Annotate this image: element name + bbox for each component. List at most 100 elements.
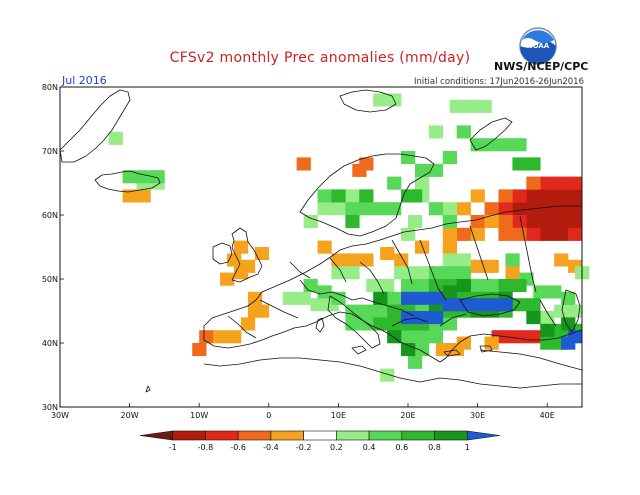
colorbar-label: 1 [465, 443, 470, 452]
anomaly-cell [512, 157, 527, 171]
anomaly-cell [240, 317, 256, 331]
anomaly-cell [512, 202, 527, 216]
anomaly-cell [122, 189, 137, 203]
anomaly-cell [568, 202, 583, 216]
anomaly-cell [526, 157, 541, 171]
anomaly-cell [456, 253, 471, 267]
lat-tick-label: 40N [42, 339, 58, 348]
anomaly-cell [526, 176, 541, 190]
anomaly-cell [498, 298, 513, 312]
anomaly-cell [484, 259, 499, 273]
anomaly-cell [366, 279, 381, 293]
anomaly-cell [554, 227, 569, 241]
anomaly-cell [442, 298, 458, 312]
anomaly-cell [234, 240, 249, 254]
anomaly-cell [414, 279, 430, 293]
anomaly-cell [408, 355, 423, 369]
anomaly-cell [554, 304, 569, 318]
anomaly-cell [540, 311, 555, 325]
lon-tick-label: 10E [331, 411, 346, 420]
anomaly-cell [331, 189, 346, 203]
anomaly-cell [470, 279, 485, 293]
anomaly-cell [380, 247, 395, 261]
anomaly-cell [414, 343, 430, 357]
anomaly-cell [442, 215, 458, 229]
anomaly-cell [317, 202, 332, 216]
lon-tick-label: 30E [470, 411, 485, 420]
anomaly-cell [526, 189, 541, 203]
anomaly-cell [512, 138, 527, 152]
anomaly-cell [373, 202, 388, 216]
anomaly-cell [401, 291, 416, 305]
anomaly-cell [254, 247, 270, 261]
anomaly-cell [401, 330, 416, 344]
agency-label: NWS/NCEP/CPC [494, 60, 589, 73]
colorbar-label: 0.4 [363, 443, 376, 452]
anomaly-cell [526, 311, 541, 325]
anomaly-cell [359, 202, 374, 216]
anomaly-cell [540, 323, 555, 337]
anomaly-cell [428, 202, 444, 216]
anomaly-cell [428, 125, 444, 139]
anomaly-cell [359, 253, 374, 267]
anomaly-cell [540, 176, 555, 190]
anomaly-cell [303, 215, 318, 229]
anomaly-cell [345, 215, 360, 229]
anomaly-cell [373, 304, 388, 318]
anomaly-cell [296, 291, 311, 305]
anomaly-cell [554, 253, 569, 267]
anomaly-cell [484, 215, 499, 229]
anomaly-cell [401, 311, 416, 325]
anomaly-cell [484, 298, 499, 312]
anomaly-cell [373, 317, 388, 331]
anomaly-cell [408, 266, 423, 280]
anomaly-cell [456, 279, 471, 293]
anomaly-cell [505, 330, 520, 344]
anomaly-cell [352, 163, 367, 177]
anomaly-cell [387, 176, 402, 190]
anomaly-cell [240, 259, 256, 273]
anomaly-grid [108, 93, 590, 382]
anomaly-cell [526, 298, 541, 312]
lon-tick-label: 20W [121, 411, 139, 420]
colorbar-bin [336, 430, 370, 441]
anomaly-cell [345, 202, 360, 216]
anomaly-cell [435, 343, 451, 357]
noaa-logo-icon: NOAA [519, 27, 557, 65]
anomaly-cell [484, 202, 499, 216]
lat-tick-label: 50N [42, 275, 58, 284]
colorbar-label: 0.6 [395, 443, 408, 452]
anomaly-cell [456, 266, 471, 280]
anomaly-cell [484, 138, 499, 152]
anomaly-cell [380, 368, 395, 382]
anomaly-cell [554, 176, 569, 190]
anomaly-cell [442, 317, 458, 331]
forecast-month: Jul 2016 [62, 74, 107, 87]
anomaly-cell [470, 298, 485, 312]
anomaly-cell [380, 279, 395, 293]
anomaly-cell [394, 266, 409, 280]
anomaly-cell [345, 253, 360, 267]
anomaly-cell [547, 285, 562, 299]
anomaly-cell [247, 291, 263, 305]
anomaly-cell [505, 266, 520, 280]
anomaly-cell [568, 227, 583, 241]
anomaly-cell [484, 336, 499, 350]
anomaly-cell [498, 227, 513, 241]
coastlines [59, 89, 583, 393]
lon-tick-label: 20E [400, 411, 415, 420]
anomaly-cell [456, 202, 471, 216]
colorbar-label: 0.2 [330, 443, 343, 452]
anomaly-cell [254, 304, 270, 318]
lon-tick-label: 30W [51, 411, 69, 420]
lat-tick-label: 80N [42, 83, 58, 92]
anomaly-cell [331, 202, 346, 216]
anomaly-cell [463, 99, 478, 113]
anomaly-cell [568, 176, 583, 190]
lat-tick-label: 70N [42, 147, 58, 156]
lat-tick-label: 60N [42, 211, 58, 220]
anomaly-cell [442, 202, 458, 216]
initial-conditions: Initial conditions: 17Jun2016-26Jun2016 [413, 77, 584, 87]
logo-text: NOAA [527, 42, 550, 50]
anomaly-cell [428, 266, 444, 280]
